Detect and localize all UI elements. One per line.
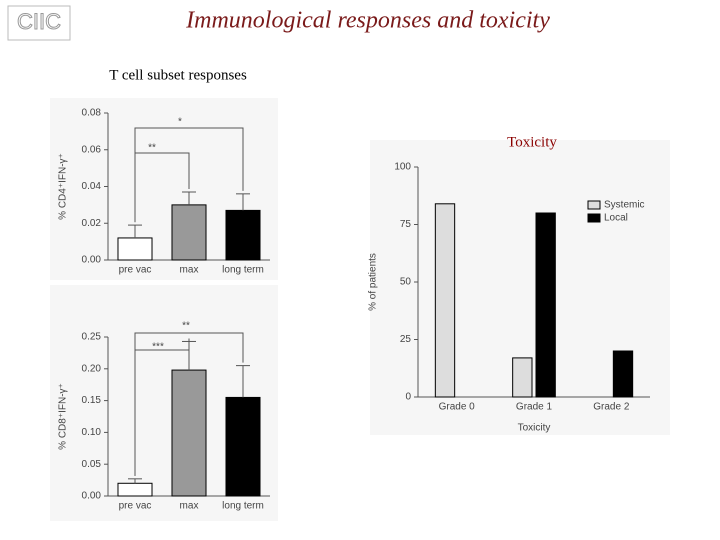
chart-title: Toxicity — [507, 134, 557, 150]
legend-label: Local — [604, 213, 628, 224]
bar — [117, 237, 153, 261]
bar — [225, 396, 261, 497]
x-tick-label: long term — [222, 265, 264, 276]
bar — [512, 357, 533, 398]
y-tick-label: 0.04 — [82, 181, 102, 192]
y-tick-label: 0.02 — [82, 218, 102, 229]
x-tick-label: max — [180, 501, 199, 512]
bar — [117, 482, 153, 497]
bar — [535, 212, 556, 398]
y-tick-label: 0.08 — [82, 108, 102, 119]
significance-label: *** — [152, 342, 164, 353]
y-tick-label: 0.00 — [82, 255, 102, 266]
x-tick-label: Grade 1 — [516, 402, 553, 413]
bar — [171, 204, 207, 261]
y-tick-label: 0 — [405, 392, 411, 403]
y-tick-label: 0.10 — [82, 427, 102, 438]
y-tick-label: 0.00 — [82, 491, 102, 502]
y-tick-label: 0.20 — [82, 363, 102, 374]
y-tick-label: 0.06 — [82, 144, 102, 155]
y-tick-label: 50 — [400, 277, 412, 288]
x-tick-label: long term — [222, 501, 264, 512]
y-tick-label: 75 — [400, 219, 412, 230]
significance-label: ** — [148, 143, 156, 154]
section-label: T cell subset responses — [109, 67, 247, 83]
legend-label: Systemic — [604, 200, 645, 211]
y-axis-label: % CD8⁺IFN-γ⁺ — [58, 383, 69, 450]
legend-swatch — [587, 200, 601, 210]
y-axis-label: % of patients — [368, 253, 379, 311]
x-tick-label: max — [180, 265, 199, 276]
x-axis-label: Toxicity — [518, 423, 551, 434]
x-tick-label: pre vac — [119, 265, 152, 276]
bar — [612, 350, 634, 398]
bar — [434, 203, 456, 398]
y-axis-label: % CD4⁺IFN-γ⁺ — [58, 153, 69, 220]
y-tick-label: 25 — [400, 334, 412, 345]
bar — [225, 209, 261, 261]
y-tick-label: 0.05 — [82, 459, 102, 470]
section-box — [78, 62, 273, 88]
legend-swatch — [587, 213, 601, 223]
slide-title: Immunological responses and toxicity — [185, 8, 550, 34]
significance-label: * — [178, 117, 182, 128]
bar — [171, 369, 207, 497]
x-tick-label: pre vac — [119, 501, 152, 512]
x-tick-label: Grade 2 — [593, 402, 630, 413]
significance-label: ** — [182, 321, 190, 332]
y-tick-label: 0.25 — [82, 332, 102, 343]
x-tick-label: Grade 0 — [439, 402, 476, 413]
significance-bracket — [134, 338, 190, 476]
y-tick-label: 0.15 — [82, 395, 102, 406]
logo: CIIC — [17, 9, 61, 34]
logo-box — [7, 5, 71, 41]
significance-bracket — [134, 152, 190, 223]
y-tick-label: 100 — [394, 162, 411, 173]
